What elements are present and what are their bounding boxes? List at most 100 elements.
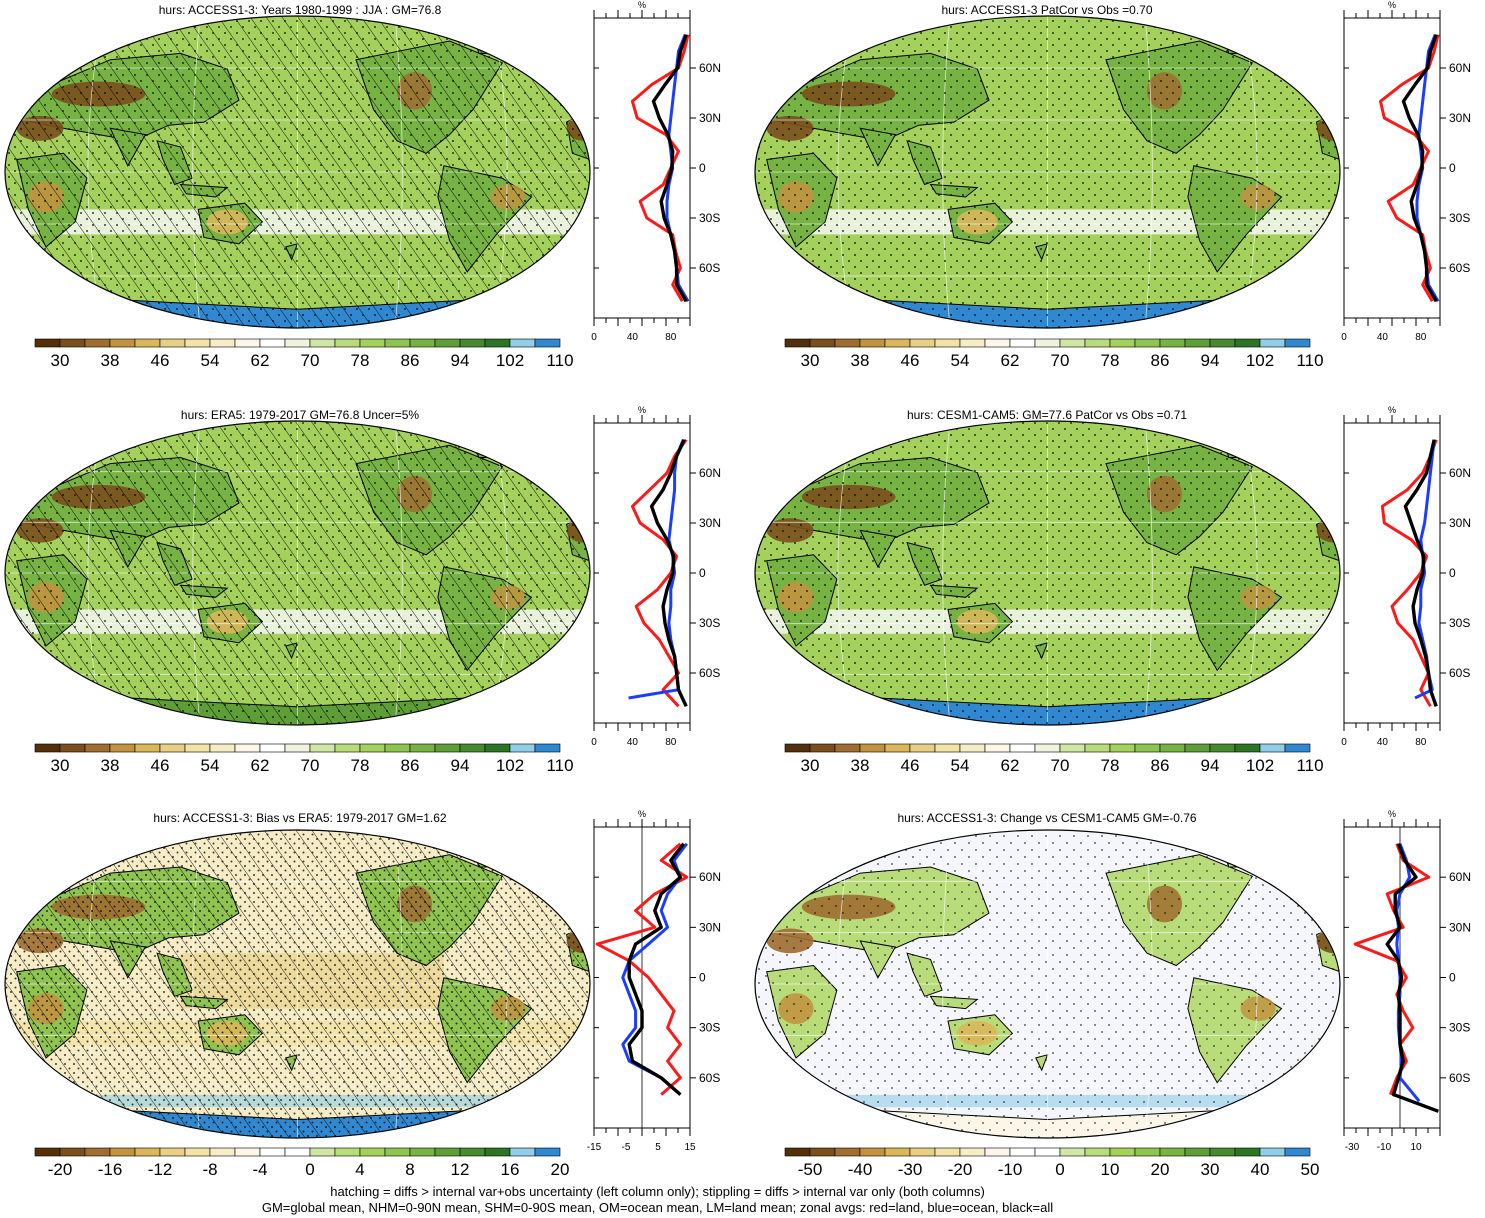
- panel-6: hurs: ACCESS1-3: Change vs CESM1-CAM5 GM…: [754, 809, 1471, 1179]
- profile-unit: %: [1388, 0, 1396, 10]
- map-1: [755, 16, 1340, 328]
- colorbar-label: 54: [951, 351, 970, 370]
- profile-lat-label: 0: [699, 161, 706, 175]
- colorbar-swatch: [459, 1147, 486, 1157]
- colorbar-label: 110: [546, 351, 573, 370]
- colorbar-swatch: [209, 743, 236, 753]
- colorbar-label: 86: [401, 351, 420, 370]
- stippling-overlay: [755, 830, 1340, 1138]
- profile-lat-label: 60N: [1449, 61, 1471, 75]
- colorbar-swatch: [884, 1147, 911, 1157]
- colorbar-swatch: [934, 1147, 961, 1157]
- colorbar-swatch: [1109, 338, 1136, 348]
- profile-lat-label: 60S: [699, 1071, 720, 1085]
- map-0: [5, 16, 590, 328]
- colorbar-swatch: [934, 743, 961, 753]
- profile-line-all: [1401, 34, 1438, 303]
- colorbar-swatch: [159, 743, 186, 753]
- colorbar-label: 102: [1246, 756, 1274, 775]
- colorbar-swatch: [834, 743, 861, 753]
- profile-x-label: 80: [665, 332, 677, 343]
- colorbar-swatch: [509, 1147, 536, 1157]
- colorbar-swatch: [1284, 338, 1311, 348]
- colorbar-swatch: [59, 338, 86, 348]
- colorbar-label: 20: [1151, 1160, 1170, 1179]
- profile-unit: %: [1388, 405, 1396, 415]
- profile-x-label: 40: [627, 737, 639, 748]
- colorbar-swatch: [984, 1147, 1011, 1157]
- map-frame: [4, 15, 591, 329]
- colorbar-swatch: [534, 743, 561, 753]
- colorbar-label: 70: [1051, 351, 1070, 370]
- colorbar-swatch: [284, 1147, 311, 1157]
- colorbar-swatch: [1009, 338, 1036, 348]
- colorbar-swatch: [509, 338, 536, 348]
- profile-lat-label: 60S: [699, 666, 720, 680]
- colorbar-swatch: [984, 743, 1011, 753]
- colorbar-label: 38: [851, 351, 870, 370]
- colorbar-label: -40: [848, 1160, 873, 1179]
- profile-lat-label: 60N: [699, 61, 721, 75]
- colorbar-swatch: [1009, 1147, 1036, 1157]
- colorbar-swatch: [384, 338, 411, 348]
- profile-x-label: 5: [655, 1142, 661, 1153]
- colorbar-swatch: [59, 743, 86, 753]
- colorbar-swatch: [1184, 338, 1211, 348]
- colorbar-label: -20: [948, 1160, 973, 1179]
- colorbar-swatch: [34, 1147, 61, 1157]
- colorbar-swatch: [809, 1147, 836, 1157]
- colorbar-swatch: [409, 338, 436, 348]
- map-frame: [4, 829, 591, 1139]
- colorbar-swatch: [1059, 743, 1086, 753]
- colorbar-swatch: [1184, 1147, 1211, 1157]
- colorbar-swatch: [134, 338, 161, 348]
- colorbar-swatch: [1059, 338, 1086, 348]
- colorbar-swatch: [534, 338, 561, 348]
- profile-lat-label: 0: [1449, 971, 1456, 985]
- profile-x-label: 0: [1341, 737, 1347, 748]
- colorbar-swatch: [234, 338, 261, 348]
- profile-line-all: [1403, 439, 1438, 707]
- colorbar-swatch: [1134, 1147, 1161, 1157]
- colorbar-swatch: [284, 743, 311, 753]
- colorbar-swatch: [134, 743, 161, 753]
- profile-unit: %: [1388, 809, 1396, 819]
- colorbar-swatch: [784, 338, 811, 348]
- colorbar-label: 110: [546, 756, 573, 775]
- colorbar-label: 62: [1001, 351, 1020, 370]
- colorbar-swatch: [1259, 743, 1286, 753]
- colorbar-swatch: [459, 743, 486, 753]
- footer-note-legend: GM=global mean, NHM=0-90N mean, SHM=0-90…: [261, 1200, 1054, 1215]
- map-frame: [754, 15, 1341, 329]
- colorbar-swatch: [309, 743, 336, 753]
- colorbar-swatch: [509, 743, 536, 753]
- panel-4: hurs: CESM1-CAM5: GM=77.6 PatCor vs Obs …: [754, 405, 1471, 775]
- colorbar-swatch: [84, 743, 111, 753]
- colorbar-label: 54: [951, 756, 970, 775]
- profile-line-all: [651, 34, 688, 303]
- colorbar-label: 30: [1201, 1160, 1220, 1179]
- colorbar-label: 30: [51, 756, 70, 775]
- colorbar-label: 62: [1001, 756, 1020, 775]
- profile-lat-label: 30S: [699, 211, 720, 225]
- panel-1: hurs: ACCESS1-3: Years 1980-1999 : JJA :…: [4, 0, 721, 370]
- panel-title: hurs: ERA5: 1979-2017 GM=76.8 Uncer=5%: [181, 408, 419, 422]
- profile-lat-label: 30S: [1449, 211, 1470, 225]
- colorbar-swatch: [459, 338, 486, 348]
- profile-line-ocean: [621, 842, 688, 1096]
- colorbar-swatch: [159, 1147, 186, 1157]
- colorbar-swatch: [234, 743, 261, 753]
- profile-lat-label: 0: [1449, 161, 1456, 175]
- colorbar-label: 70: [1051, 756, 1070, 775]
- colorbar-swatch: [234, 1147, 261, 1157]
- profile-lat-label: 60S: [1449, 261, 1470, 275]
- colorbar-label: 0: [305, 1160, 314, 1179]
- colorbar-label: 94: [1201, 351, 1220, 370]
- colorbar-swatch: [434, 1147, 461, 1157]
- colorbar-label: -12: [148, 1160, 173, 1179]
- colorbar-swatch: [34, 743, 61, 753]
- panel-title: hurs: ACCESS1-3: Bias vs ERA5: 1979-2017…: [153, 811, 446, 825]
- colorbar-swatch: [1284, 743, 1311, 753]
- colorbar-swatch: [1084, 338, 1111, 348]
